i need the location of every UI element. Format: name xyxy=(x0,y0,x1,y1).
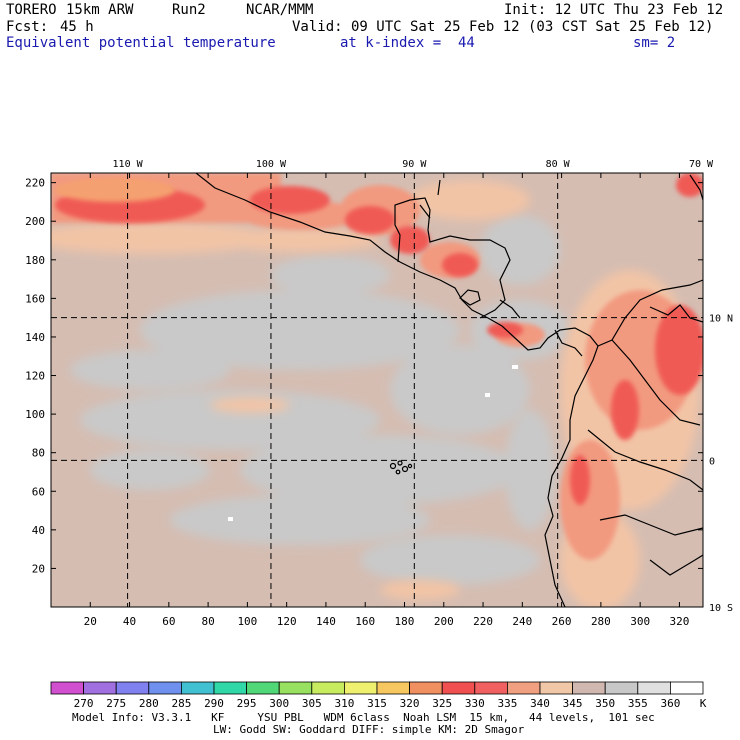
y-tick-label: 100 xyxy=(25,408,45,421)
model-info-line2: LW: Godd SW: Goddard DIFF: simple KM: 2D… xyxy=(213,724,524,736)
colorbar-unit: K xyxy=(700,697,707,710)
colorbar-swatch xyxy=(377,682,410,694)
colorbar-swatch xyxy=(605,682,638,694)
x-tick-label: 240 xyxy=(512,615,532,628)
longitude-label: 100 W xyxy=(256,159,287,170)
colorbar-swatch xyxy=(181,682,214,694)
theta-e-field xyxy=(30,173,705,610)
y-tick-label: 40 xyxy=(32,524,45,537)
colorbar-label: 325 xyxy=(432,697,452,710)
colorbar-label: 290 xyxy=(204,697,224,710)
x-tick-label: 60 xyxy=(162,615,175,628)
colorbar-label: 285 xyxy=(171,697,191,710)
colorbar-label: 270 xyxy=(74,697,94,710)
colorbar-label: 360 xyxy=(660,697,680,710)
y-tick-label: 80 xyxy=(32,447,45,460)
colorbar-swatch xyxy=(247,682,280,694)
longitude-label: 110 W xyxy=(113,159,144,170)
x-tick-label: 300 xyxy=(630,615,650,628)
colorbar: 270 275 280 285 290 295 300 305 310 315 320 325 330 3… xyxy=(51,682,707,710)
latitude-label: 10 S xyxy=(709,603,733,614)
colorbar-swatch xyxy=(670,682,703,694)
y-tick-label: 120 xyxy=(25,370,45,383)
x-tick-label: 160 xyxy=(355,615,375,628)
colorbar-swatch xyxy=(84,682,117,694)
x-tick-label: 200 xyxy=(434,615,454,628)
colorbar-swatch xyxy=(279,682,312,694)
colorbar-label: 340 xyxy=(530,697,550,710)
x-tick-label: 220 xyxy=(473,615,493,628)
latitude-label: 10 N xyxy=(709,314,733,325)
x-tick-label: 40 xyxy=(123,615,136,628)
colorbar-swatch xyxy=(507,682,540,694)
colorbar-swatch xyxy=(475,682,508,694)
x-tick-label: 20 xyxy=(84,615,97,628)
x-tick-label: 180 xyxy=(395,615,415,628)
y-tick-label: 220 xyxy=(25,177,45,190)
colorbar-swatch xyxy=(638,682,671,694)
colorbar-swatch xyxy=(442,682,475,694)
x-tick-label: 100 xyxy=(237,615,257,628)
x-tick-label: 140 xyxy=(316,615,336,628)
colorbar-swatch xyxy=(540,682,573,694)
x-tick-label: 120 xyxy=(277,615,297,628)
colorbar-label: 320 xyxy=(400,697,420,710)
colorbar-label: 355 xyxy=(628,697,648,710)
longitude-label: 80 W xyxy=(546,159,571,170)
y-tick-label: 140 xyxy=(25,331,45,344)
longitude-label: 70 W xyxy=(689,159,714,170)
colorbar-label: 280 xyxy=(139,697,159,710)
y-tick-label: 180 xyxy=(25,254,45,267)
x-tick-label: 260 xyxy=(552,615,572,628)
colorbar-label: 350 xyxy=(595,697,615,710)
colorbar-label: 310 xyxy=(334,697,354,710)
longitude-label: 90 W xyxy=(402,159,427,170)
colorbar-swatch xyxy=(214,682,247,694)
colorbar-swatch xyxy=(410,682,443,694)
colorbar-swatch xyxy=(312,682,345,694)
colorbar-label: 330 xyxy=(465,697,485,710)
colorbar-label: 335 xyxy=(497,697,517,710)
x-tick-label: 280 xyxy=(591,615,611,628)
colorbar-label: 295 xyxy=(237,697,257,710)
colorbar-label: 300 xyxy=(269,697,289,710)
colorbar-swatch xyxy=(344,682,377,694)
colorbar-swatch xyxy=(51,682,84,694)
x-tick-label: 80 xyxy=(201,615,214,628)
x-tick-label: 320 xyxy=(669,615,689,628)
colorbar-swatch xyxy=(116,682,149,694)
colorbar-label: 275 xyxy=(106,697,126,710)
colorbar-swatch xyxy=(149,682,182,694)
latitude-label: 0 xyxy=(709,456,715,467)
colorbar-label: 345 xyxy=(563,697,583,710)
y-tick-label: 160 xyxy=(25,292,45,305)
colorbar-label: 305 xyxy=(302,697,322,710)
y-tick-label: 200 xyxy=(25,215,45,228)
colorbar-label: 315 xyxy=(367,697,387,710)
y-tick-label: 20 xyxy=(32,562,45,575)
colorbar-swatch xyxy=(573,682,606,694)
y-tick-label: 60 xyxy=(32,485,45,498)
